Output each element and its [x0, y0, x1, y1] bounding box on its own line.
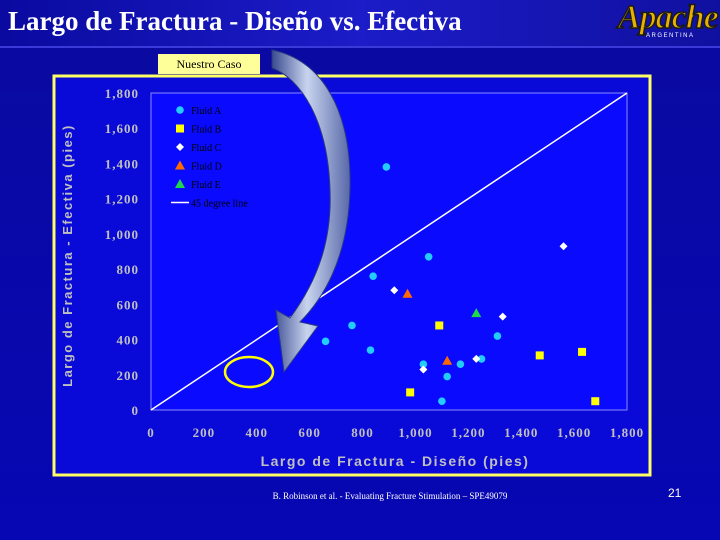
point-fluid-a [369, 272, 377, 280]
point-fluid-b [406, 388, 415, 397]
x-tick-label: 800 [351, 425, 374, 440]
y-tick-label: 400 [117, 333, 140, 348]
y-tick-label: 800 [117, 262, 140, 277]
point-fluid-a [382, 163, 391, 171]
legend-swatch-fluid-c [176, 143, 184, 151]
legend-swatch-fluid-e [175, 179, 185, 188]
point-fluid-a [366, 346, 375, 354]
y-tick-label: 1,200 [105, 192, 139, 207]
legend-swatch-fluid-a [176, 106, 184, 114]
logo-wordmark: Apache [617, 0, 719, 37]
legend-label-fluid-b: Fluid B [191, 125, 222, 136]
point-fluid-b [578, 347, 587, 356]
series-line-45-degree-line [150, 92, 628, 411]
point-fluid-a [424, 252, 433, 261]
y-tick-label: 1,000 [105, 227, 139, 242]
diagonal-line-layer [150, 92, 628, 411]
highlight-ellipse [223, 355, 275, 389]
point-fluid-c [419, 365, 428, 374]
y-tick-label: 1,800 [105, 86, 139, 101]
point-fluid-b [535, 351, 544, 360]
apache-logo: Apache ARGENTINA [617, 0, 719, 41]
legend-swatch-fluid-d [175, 160, 185, 170]
x-tick-label: 0 [147, 425, 155, 440]
legend-label-fluid-c: Fluid C [191, 143, 222, 154]
point-fluid-d [402, 288, 413, 298]
point-fluid-e [471, 308, 482, 318]
x-tick-label: 1,800 [610, 425, 644, 440]
x-axis-label: Largo de Fractura - Diseño (pies) [261, 453, 530, 469]
x-tick-label: 600 [298, 425, 321, 440]
point-fluid-a [348, 321, 356, 330]
x-tick-label: 1,200 [451, 425, 485, 440]
y-tick-label: 1,400 [105, 156, 139, 171]
footer-reference: B. Robinson et al. - Evaluating Fracture… [272, 491, 508, 501]
y-tick-label: 0 [132, 403, 140, 418]
legend: Fluid A Fluid B Fluid C Fluid D Fluid E 45 de… [171, 106, 248, 210]
point-fluid-c [472, 354, 481, 363]
legend-label-fluid-d: Fluid D [191, 162, 222, 173]
x-tick-label: 1,400 [504, 425, 538, 440]
legend-label-45-degree-line: 45 degree line [191, 199, 248, 210]
data-markers [321, 163, 600, 406]
y-tick-label: 200 [117, 368, 140, 383]
axes: 0 200 400 600 800 1,000 1,200 1,400 1,600 1,800 0 2… [60, 86, 644, 469]
title-bar: Largo de Fractura - Diseño vs. Efectiva … [0, 0, 720, 48]
point-fluid-a [321, 337, 330, 346]
slide-title: Largo de Fractura - Diseño vs. Efectiva [8, 6, 462, 36]
page-number: 21 [668, 486, 682, 500]
point-fluid-b [435, 321, 444, 330]
legend-swatch-fluid-b [176, 124, 184, 133]
point-fluid-c [390, 286, 399, 295]
point-fluid-a [443, 372, 451, 381]
legend-label-fluid-e: Fluid E [191, 180, 221, 191]
point-fluid-a [493, 332, 502, 340]
point-fluid-c [559, 242, 568, 251]
x-tick-label: 200 [193, 425, 216, 440]
logo-subtitle: ARGENTINA [646, 33, 695, 39]
point-fluid-c [498, 312, 507, 321]
legend-label-fluid-a: Fluid A [191, 106, 222, 117]
point-fluid-a [477, 355, 486, 363]
point-fluid-d [442, 355, 453, 365]
x-tick-label: 1,600 [557, 425, 591, 440]
point-fluid-a [438, 397, 446, 405]
y-tick-label: 1,600 [105, 121, 139, 136]
point-fluid-b [591, 397, 600, 406]
y-tick-label: 600 [117, 297, 140, 312]
case-label: Nuestro Caso [158, 54, 260, 74]
point-fluid-a [456, 360, 465, 369]
curved-arrow [271, 49, 351, 374]
x-tick-label: 1,000 [398, 425, 432, 440]
point-fluid-a [419, 360, 428, 369]
y-axis-label: Largo de Fractura - Efectiva (pies) [60, 124, 75, 387]
x-tick-label: 400 [246, 425, 269, 440]
